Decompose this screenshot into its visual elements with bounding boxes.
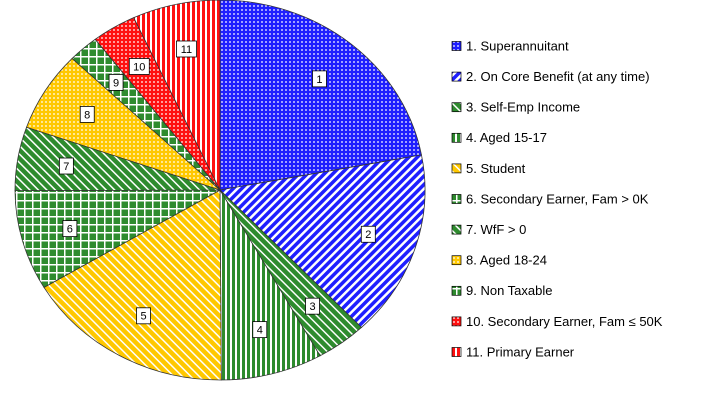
legend-label: 3. Self-Emp Income	[466, 100, 580, 115]
legend-swatch	[451, 41, 462, 51]
slice-label: 6	[67, 224, 73, 236]
slice-label-box	[58, 157, 74, 175]
legend-label: 7. WfF > 0	[466, 222, 526, 237]
slice-label-box	[62, 220, 78, 238]
legend-label: 9. Non Taxable	[466, 283, 553, 298]
legend-swatch	[451, 132, 462, 143]
legend-label: 11. Primary Earner	[466, 344, 575, 359]
slice-label-box	[79, 106, 95, 123]
slice-label-box	[108, 74, 124, 91]
slice-label: 7	[63, 161, 69, 173]
legend-swatch	[451, 224, 462, 235]
slice-label-box	[305, 297, 320, 315]
legend-swatch	[451, 347, 462, 357]
legend-label: 6. Secondary Earner, Fam > 0K	[466, 191, 649, 206]
slice-label: 9	[113, 77, 119, 89]
slice-label: 5	[140, 311, 146, 323]
slice-label-box	[136, 307, 151, 325]
legend-label: 5. Student	[466, 161, 526, 176]
legend-label: 8. Aged 18-24	[466, 253, 547, 268]
slice-label-box	[176, 40, 197, 58]
slice-label: 2	[365, 229, 371, 241]
pie-slice	[14, 189, 221, 288]
legend-label: 2. On Core Benefit (at any time)	[466, 69, 650, 84]
legend-swatch	[451, 255, 462, 266]
slice-label-box	[360, 225, 376, 243]
pie-slice	[219, 188, 321, 381]
legend-label: 4. Aged 15-17	[466, 130, 547, 145]
slice-label: 1	[316, 74, 322, 86]
slice-label: 10	[133, 61, 145, 73]
legend-swatch	[451, 71, 462, 82]
pie-slice	[219, 154, 426, 329]
legend-swatch	[451, 102, 462, 113]
slice-label: 4	[257, 325, 263, 337]
slice-label: 8	[84, 109, 90, 121]
slice-label: 3	[309, 301, 315, 313]
pie-slice	[43, 189, 222, 381]
slice-label-box	[252, 321, 268, 339]
pie-slice	[133, 0, 221, 191]
legend-label: 1. Superannuitant	[466, 38, 569, 53]
legend-swatch	[451, 285, 462, 296]
legend-swatch	[451, 163, 462, 174]
slice-label-box	[128, 58, 150, 75]
slice-label-box	[312, 70, 327, 88]
pie-slice	[219, 0, 422, 191]
legend-swatch	[451, 194, 462, 204]
legend-label: 10. Secondary Earner, Fam ≤ 50K	[466, 314, 663, 329]
legend-swatch	[451, 316, 462, 327]
slice-label: 11	[181, 44, 192, 56]
